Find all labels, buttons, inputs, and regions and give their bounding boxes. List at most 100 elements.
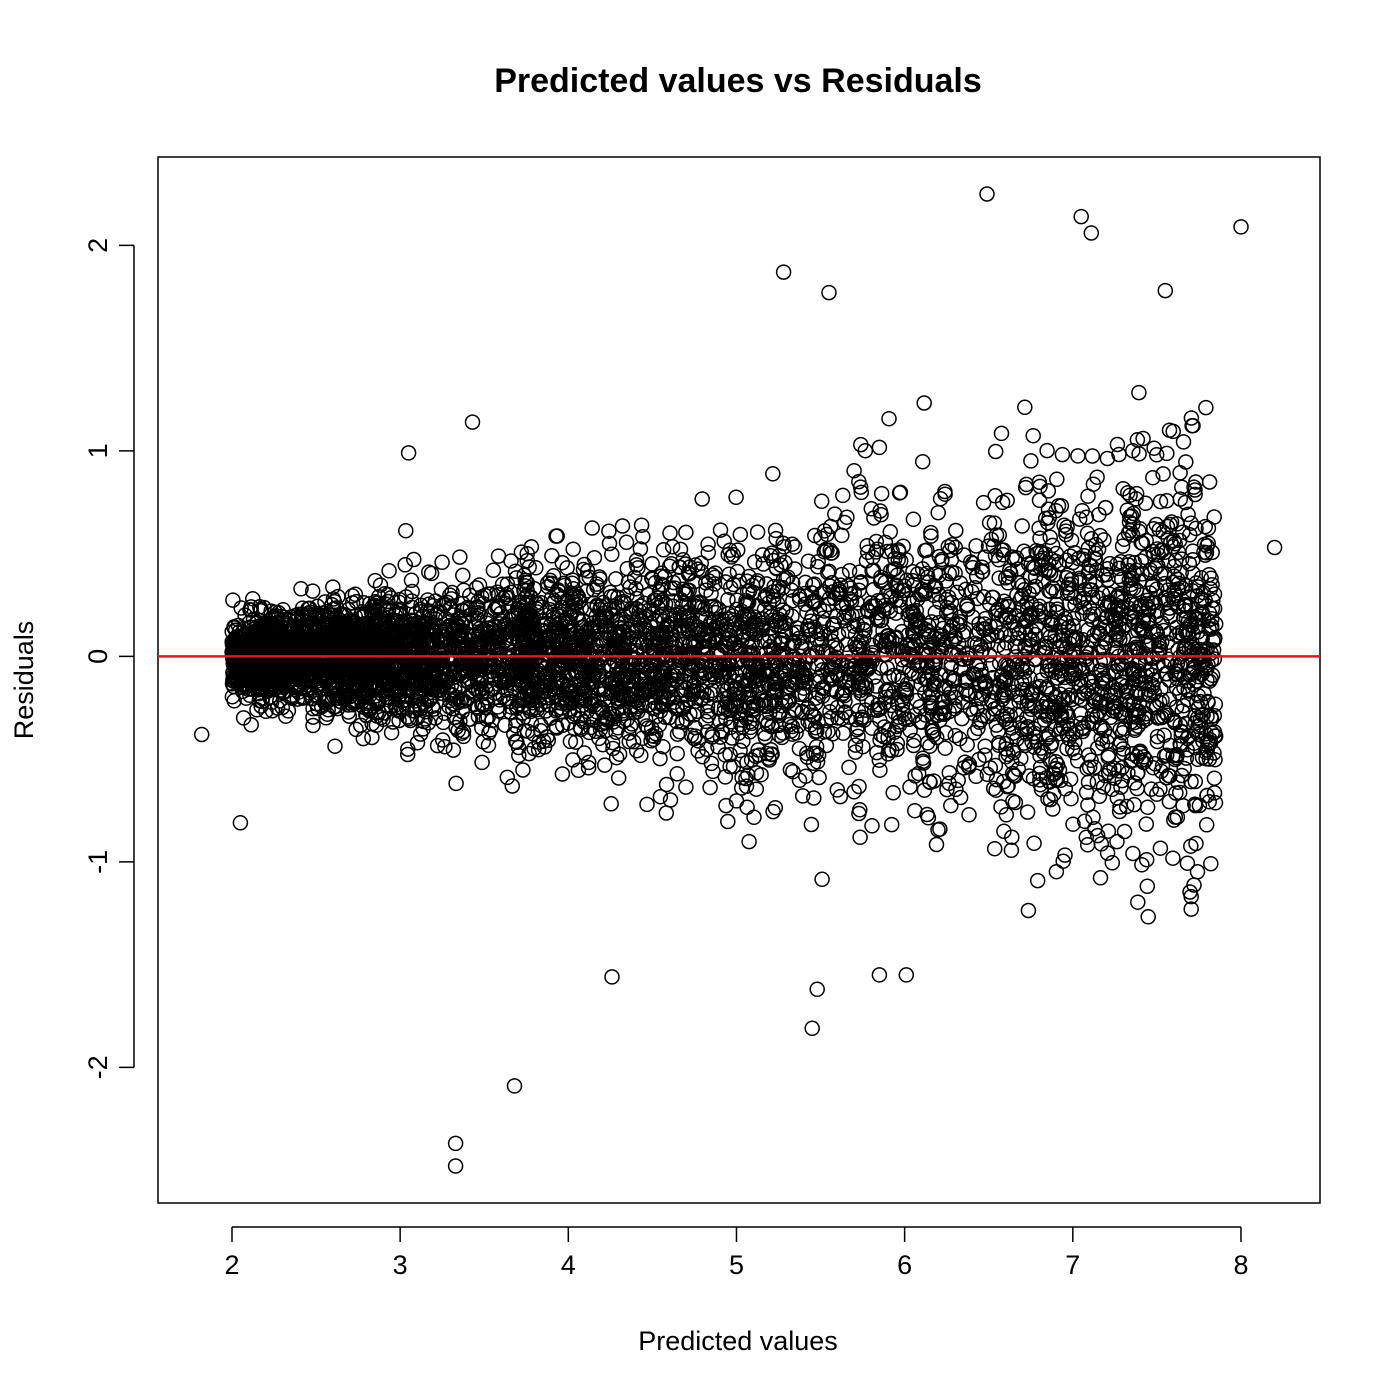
data-point [1159,518,1176,535]
data-point [1089,827,1106,844]
data-point [741,833,757,850]
data-point [1051,762,1068,778]
data-point [759,745,775,762]
data-point [931,567,947,584]
data-point [507,563,524,579]
data-point [1138,532,1154,549]
data-point [811,769,827,786]
data-point [400,741,416,757]
data-point [224,688,241,705]
data-point [814,871,830,888]
data-point [1176,679,1192,696]
data-point [818,712,835,729]
data-point [912,699,928,715]
data-point [834,527,850,544]
data-point [847,737,864,753]
data-point [900,606,916,623]
data-point [1162,768,1178,784]
data-point [952,789,969,806]
data-point [1128,685,1144,702]
data-point [608,571,624,587]
data-point [533,717,549,734]
data-point [1025,427,1041,444]
data-point [718,797,734,814]
data-point [429,737,446,754]
data-point [367,572,383,589]
data-point [672,541,689,558]
data-point [1066,610,1082,627]
data-point [710,739,726,755]
data-point [1130,894,1146,910]
data-point [1206,707,1223,724]
points-layer [193,186,1283,1174]
data-point [930,615,947,631]
data-point [943,797,959,814]
data-point [1027,626,1044,643]
data-point [878,683,894,699]
data-point [559,593,576,610]
data-point [710,614,727,630]
data-point [555,652,571,668]
data-point [1027,569,1044,585]
data-point [1152,493,1169,510]
data-point [849,595,865,611]
data-point [826,615,842,632]
data-point [777,623,794,639]
data-point [1032,747,1048,764]
data-point [740,767,756,783]
data-point [1054,446,1071,463]
data-point [1092,615,1109,631]
data-point [587,723,604,740]
data-point [604,684,621,701]
data-point [920,810,937,826]
data-point [778,570,794,587]
data-point [669,766,685,782]
data-point [1023,453,1039,469]
data-point [652,750,668,767]
data-point [470,605,486,621]
data-point [1037,639,1054,656]
data-point [1203,652,1220,669]
data-point [763,609,780,625]
data-point [1005,725,1021,741]
data-point [749,524,766,540]
data-point [609,625,625,641]
data-point [915,750,931,766]
data-point [1155,466,1171,482]
data-point [437,738,453,755]
data-point [225,592,241,608]
data-point [927,604,944,621]
data-point [763,741,779,758]
data-point [1007,794,1024,811]
data-point [1167,552,1184,569]
data-point [835,725,851,741]
data-point [905,511,922,528]
data-point [1198,817,1215,833]
data-point [1197,547,1214,563]
data-point [1095,779,1112,795]
data-point [941,764,958,781]
data-point [1099,733,1115,750]
data-point [832,788,849,805]
data-point [269,700,286,716]
data-point [1031,492,1048,509]
data-point [775,580,791,596]
data-point [1187,486,1203,503]
data-point [1101,761,1118,777]
data-point [1154,758,1171,774]
data-point [611,746,628,762]
data-point [681,565,698,582]
data-point [576,745,593,761]
data-point [570,611,587,628]
data-point [990,551,1007,568]
data-point [1090,541,1107,558]
data-point [1026,835,1042,852]
data-point [1201,793,1217,810]
data-point [983,657,999,673]
data-point [1178,454,1194,470]
data-point [1005,793,1021,809]
data-point [1148,447,1165,463]
data-point [624,716,640,732]
data-point [584,695,600,712]
data-point [1000,575,1016,591]
